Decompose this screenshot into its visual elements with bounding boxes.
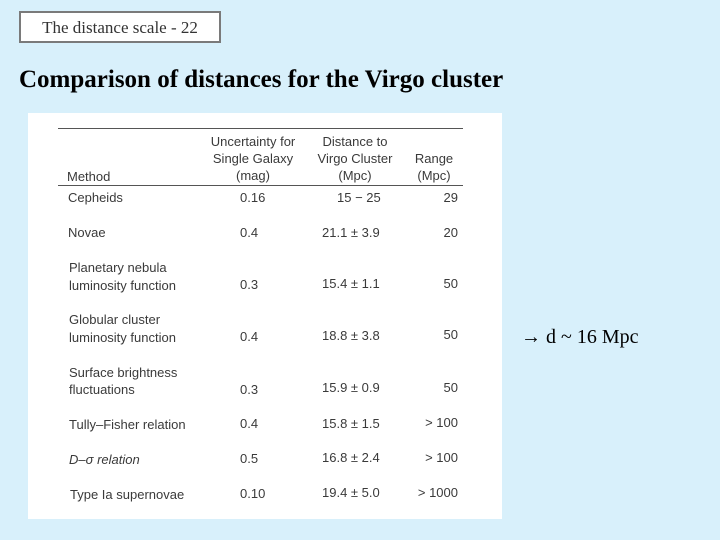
row-distance: 18.8 ± 3.8 [322, 328, 380, 343]
row-method: Planetary nebula [69, 260, 167, 275]
table-header-rule [58, 185, 463, 186]
table-top-rule [58, 128, 463, 129]
header-range-line: Range [414, 151, 454, 166]
row-method: Cepheids [68, 190, 123, 205]
row-method: fluctuations [69, 382, 135, 397]
row-uncertainty: 0.3 [240, 382, 259, 397]
row-method: Type Ia supernovae [70, 487, 185, 502]
distance-table-image: Uncertainty for Single Galaxy (mag) Dist… [28, 113, 502, 519]
row-uncertainty: 0.3 [240, 277, 259, 292]
row-distance: 19.4 ± 5.0 [322, 485, 380, 500]
row-uncertainty: 0.16 [240, 190, 266, 205]
slide-number-tag: The distance scale - 22 [19, 11, 221, 43]
row-method: Surface brightness [69, 365, 178, 380]
row-range: > 100 [425, 450, 458, 465]
row-distance: 15.9 ± 0.9 [322, 380, 380, 395]
row-method: luminosity function [69, 278, 176, 293]
row-distance: 15.8 ± 1.5 [322, 416, 380, 431]
row-range: > 100 [425, 415, 458, 430]
header-uncertainty-line: Uncertainty for [210, 134, 296, 149]
row-method: D–σ relation [69, 452, 140, 467]
header-distance-line: Distance to [322, 134, 388, 149]
row-method: Tully–Fisher relation [69, 417, 186, 432]
row-uncertainty: 0.10 [240, 486, 266, 501]
slide-title: Comparison of distances for the Virgo cl… [19, 66, 504, 93]
header-uncertainty-line: Single Galaxy [212, 151, 294, 166]
row-method: Globular cluster [69, 312, 161, 327]
row-distance: 21.1 ± 3.9 [322, 225, 380, 240]
header-range: Range (Mpc) [409, 150, 459, 184]
row-range: 50 [443, 380, 458, 395]
row-range: > 1000 [417, 485, 458, 500]
row-range: 50 [443, 327, 458, 342]
distance-comparison-table: Uncertainty for Single Galaxy (mag) Dist… [28, 113, 502, 519]
header-method: Method [67, 169, 111, 184]
row-method: Novae [68, 225, 106, 240]
row-distance: 15.4 ± 1.1 [322, 276, 380, 291]
row-method: luminosity function [69, 330, 176, 345]
row-uncertainty: 0.5 [240, 451, 259, 466]
row-range: 29 [443, 190, 458, 205]
row-uncertainty: 0.4 [240, 329, 259, 344]
header-uncertainty: Uncertainty for Single Galaxy (mag) [207, 133, 299, 184]
header-range-line: (Mpc) [417, 168, 451, 183]
distance-conclusion: → d ~ 16 Mpc [521, 326, 639, 348]
header-distance: Distance to Virgo Cluster (Mpc) [310, 133, 400, 184]
header-distance-line: Virgo Cluster [317, 151, 393, 166]
row-uncertainty: 0.4 [240, 225, 259, 240]
row-range: 50 [443, 276, 458, 291]
row-range: 20 [443, 225, 458, 240]
row-distance: 16.8 ± 2.4 [322, 450, 380, 465]
row-distance: 15 − 25 [337, 190, 381, 205]
header-uncertainty-line: (mag) [236, 168, 270, 183]
header-distance-line: (Mpc) [338, 168, 372, 183]
row-uncertainty: 0.4 [240, 416, 259, 431]
